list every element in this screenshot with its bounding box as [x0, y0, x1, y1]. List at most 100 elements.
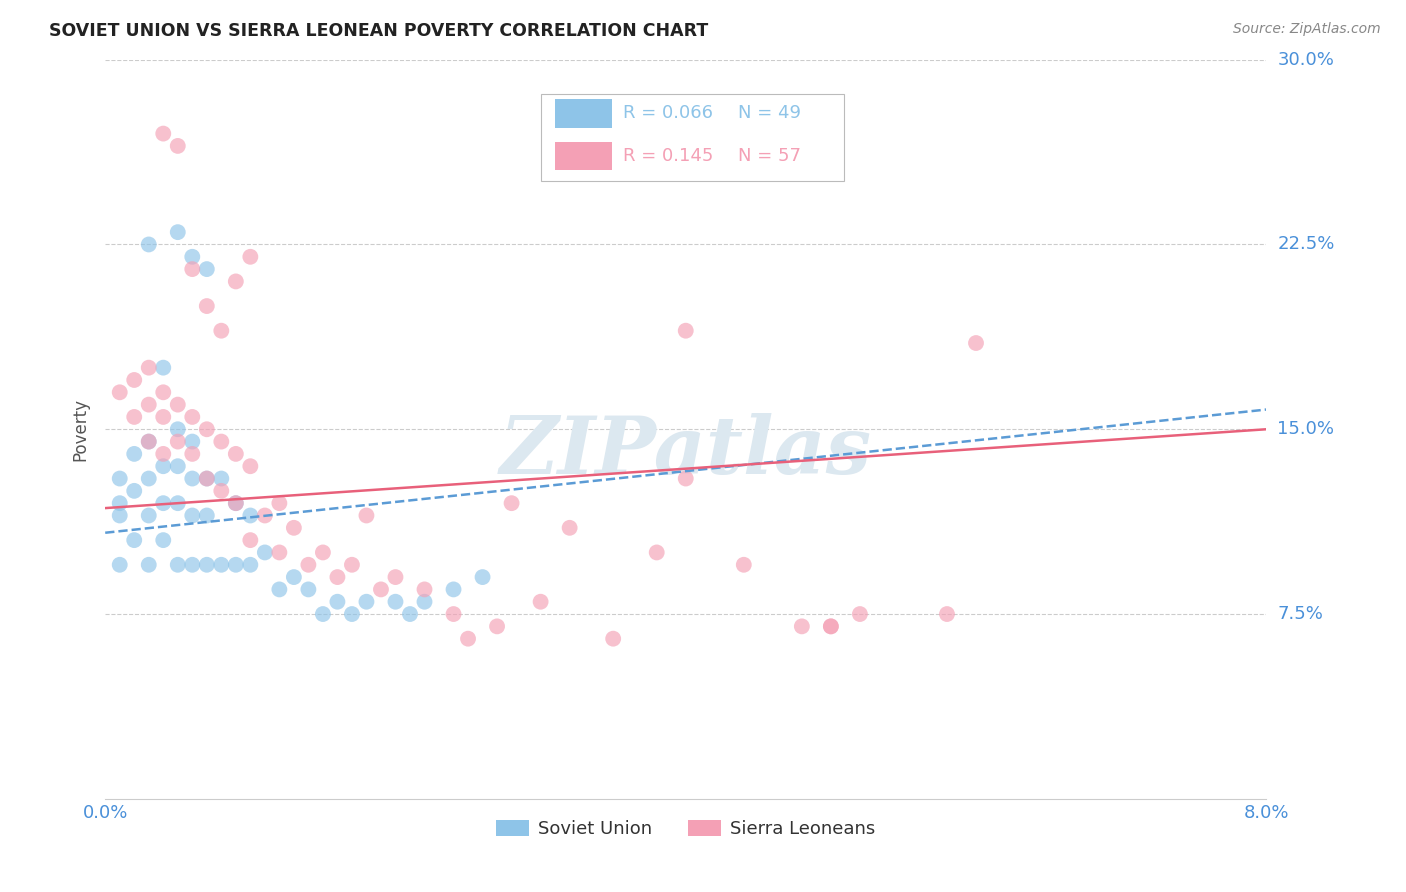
- Point: [195, 471, 218, 485]
- Point: [297, 558, 319, 572]
- Point: [122, 373, 145, 387]
- Point: [558, 521, 581, 535]
- Point: [253, 545, 276, 559]
- Point: [443, 607, 465, 621]
- Point: [181, 508, 204, 523]
- Point: [269, 496, 291, 510]
- Point: [790, 619, 813, 633]
- Point: [239, 533, 262, 548]
- Point: [152, 360, 174, 375]
- Point: [384, 595, 406, 609]
- Point: [356, 508, 378, 523]
- Point: [209, 471, 232, 485]
- Point: [209, 324, 232, 338]
- Point: [138, 434, 160, 449]
- Point: [166, 139, 188, 153]
- Point: [166, 459, 188, 474]
- Point: [209, 558, 232, 572]
- Text: R = 0.145: R = 0.145: [623, 147, 713, 165]
- Point: [122, 447, 145, 461]
- Point: [138, 360, 160, 375]
- Point: [820, 619, 842, 633]
- Text: R = 0.066: R = 0.066: [623, 104, 713, 122]
- Point: [675, 471, 697, 485]
- Text: SOVIET UNION VS SIERRA LEONEAN POVERTY CORRELATION CHART: SOVIET UNION VS SIERRA LEONEAN POVERTY C…: [49, 22, 709, 40]
- Point: [209, 434, 232, 449]
- Point: [269, 582, 291, 597]
- Point: [457, 632, 479, 646]
- Point: [181, 409, 204, 424]
- Point: [181, 447, 204, 461]
- Point: [326, 595, 349, 609]
- Point: [936, 607, 959, 621]
- Point: [152, 459, 174, 474]
- Point: [225, 496, 247, 510]
- Point: [399, 607, 422, 621]
- Point: [195, 558, 218, 572]
- Point: [413, 595, 436, 609]
- Point: [297, 582, 319, 597]
- Point: [152, 447, 174, 461]
- Point: [108, 496, 131, 510]
- Point: [195, 471, 218, 485]
- Point: [152, 409, 174, 424]
- Point: [733, 558, 755, 572]
- Point: [108, 558, 131, 572]
- Point: [225, 447, 247, 461]
- Point: [138, 508, 160, 523]
- Text: Source: ZipAtlas.com: Source: ZipAtlas.com: [1233, 22, 1381, 37]
- Text: 22.5%: 22.5%: [1278, 235, 1334, 253]
- Point: [166, 434, 188, 449]
- Text: N = 57: N = 57: [738, 147, 801, 165]
- Point: [181, 434, 204, 449]
- Point: [166, 225, 188, 239]
- Legend: Soviet Union, Sierra Leoneans: Soviet Union, Sierra Leoneans: [489, 813, 882, 846]
- Point: [530, 595, 553, 609]
- Point: [501, 496, 523, 510]
- Point: [108, 385, 131, 400]
- Point: [152, 533, 174, 548]
- Point: [443, 582, 465, 597]
- Point: [122, 409, 145, 424]
- Point: [138, 434, 160, 449]
- Point: [166, 496, 188, 510]
- Point: [239, 558, 262, 572]
- Point: [820, 619, 842, 633]
- Text: ZIPatlas: ZIPatlas: [499, 413, 872, 491]
- Point: [326, 570, 349, 584]
- Point: [209, 483, 232, 498]
- Point: [253, 508, 276, 523]
- Point: [181, 471, 204, 485]
- Point: [152, 496, 174, 510]
- Y-axis label: Poverty: Poverty: [72, 398, 89, 461]
- Point: [384, 570, 406, 584]
- Point: [312, 545, 335, 559]
- Point: [340, 558, 363, 572]
- Point: [195, 299, 218, 313]
- Point: [122, 533, 145, 548]
- Point: [269, 545, 291, 559]
- Point: [471, 570, 494, 584]
- Point: [239, 508, 262, 523]
- Point: [645, 545, 668, 559]
- Point: [225, 558, 247, 572]
- Point: [108, 471, 131, 485]
- Point: [122, 483, 145, 498]
- Point: [675, 324, 697, 338]
- Point: [195, 262, 218, 277]
- Point: [312, 607, 335, 621]
- Point: [181, 250, 204, 264]
- Point: [181, 262, 204, 277]
- Point: [138, 471, 160, 485]
- Text: 30.0%: 30.0%: [1278, 51, 1334, 69]
- Point: [138, 398, 160, 412]
- Point: [356, 595, 378, 609]
- Point: [340, 607, 363, 621]
- Point: [849, 607, 872, 621]
- Point: [138, 237, 160, 252]
- Point: [370, 582, 392, 597]
- Point: [152, 385, 174, 400]
- Point: [239, 250, 262, 264]
- Point: [283, 521, 305, 535]
- Point: [965, 336, 987, 351]
